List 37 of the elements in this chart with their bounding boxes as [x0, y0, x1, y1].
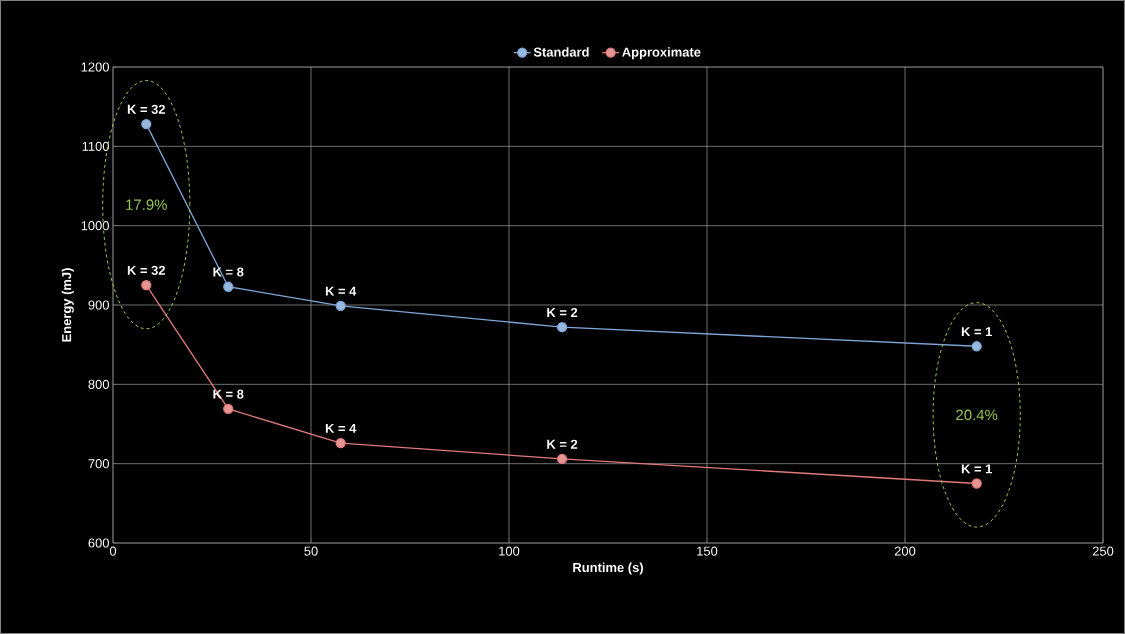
point — [223, 281, 234, 292]
legend-label: Approximate — [622, 47, 701, 60]
annotation: K = 4 — [325, 423, 357, 433]
annotation: K = 32 — [127, 104, 165, 114]
point — [971, 478, 982, 489]
annotation: K = 2 — [547, 307, 578, 318]
legend-label: Standard — [533, 47, 589, 57]
annotation: K = 1 — [961, 464, 992, 474]
annotation: K = 32 — [127, 265, 165, 275]
annotation: K = 2 — [547, 439, 578, 449]
point — [335, 300, 346, 311]
point — [141, 280, 152, 291]
x-tick-label: 200 — [894, 546, 916, 556]
point — [223, 403, 234, 415]
y-tick-label: 900 — [88, 300, 109, 310]
point — [335, 437, 346, 449]
annotation: K = 1 — [961, 327, 992, 337]
x-axis-title: Runtime (s) — [573, 562, 643, 575]
y-tick-label: 1100 — [82, 141, 109, 151]
x-tick-label: 100 — [499, 546, 520, 556]
point — [556, 453, 568, 465]
y-tick-label: 800 — [88, 379, 109, 389]
y-tick-label: 600 — [88, 538, 109, 548]
point — [971, 341, 982, 352]
x-tick-label: 0 — [109, 546, 117, 556]
y-tick-label: 1000 — [81, 221, 109, 231]
x-tick-label: 150 — [697, 546, 718, 556]
x-tick-label: 50 — [304, 546, 318, 556]
point — [556, 322, 568, 333]
annotation: 20.4% — [956, 409, 998, 421]
point — [141, 118, 152, 130]
x-tick-label: 250 — [1092, 546, 1114, 556]
y-tick-label: 1200 — [81, 62, 109, 72]
y-axis-title: Energy (mJ) — [61, 268, 74, 342]
y-tick-label: 700 — [88, 459, 109, 469]
annotation: 17.9% — [126, 199, 167, 210]
annotation: K = 4 — [325, 286, 357, 296]
